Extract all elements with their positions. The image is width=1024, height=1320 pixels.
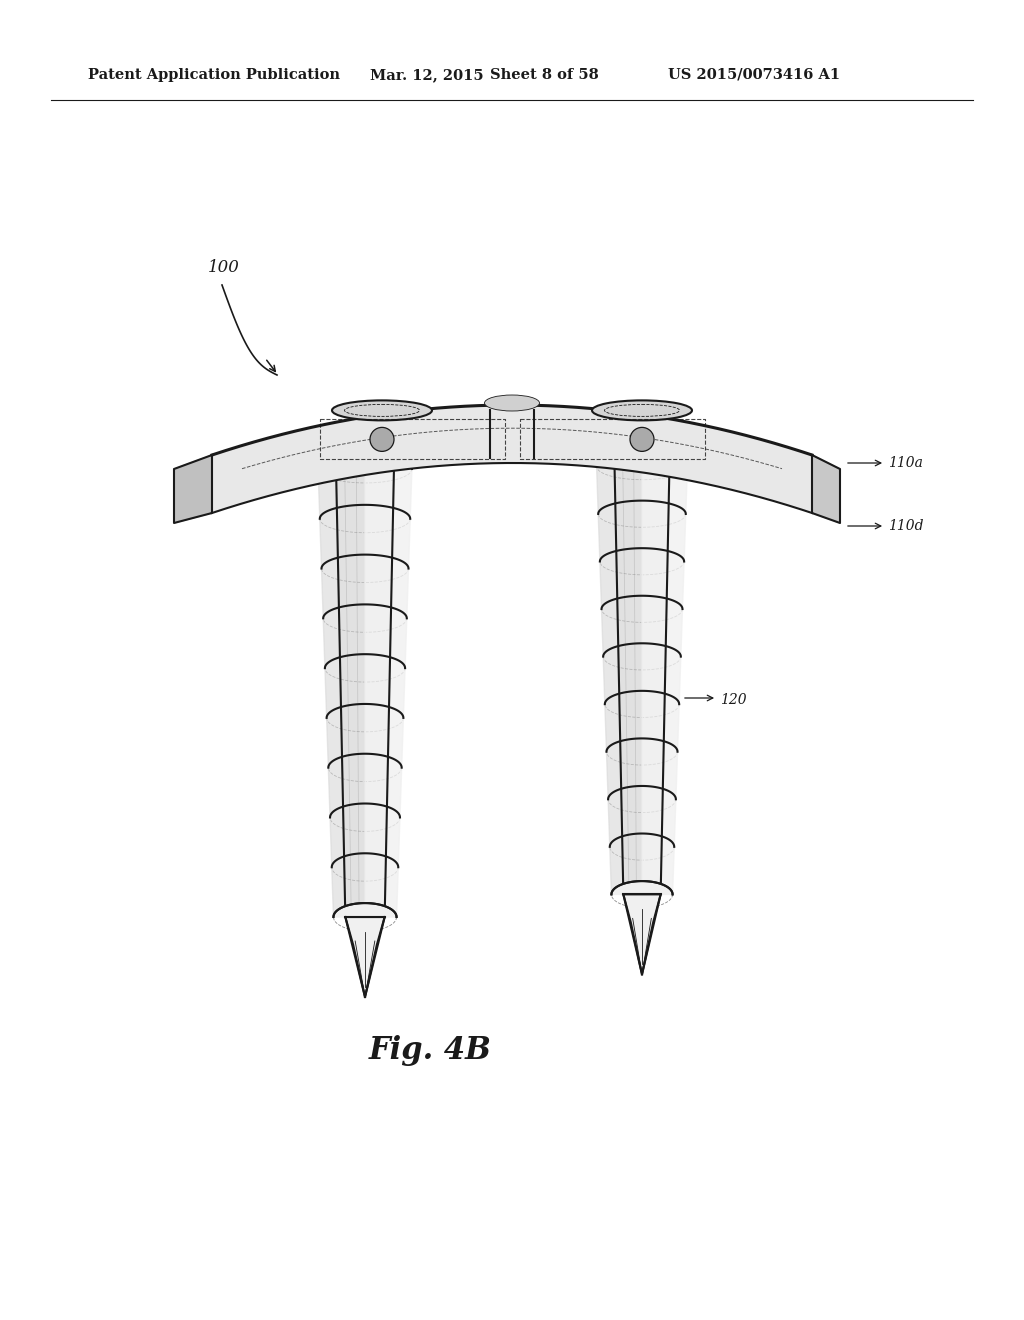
Polygon shape	[642, 595, 682, 656]
Polygon shape	[330, 804, 365, 867]
Polygon shape	[603, 643, 642, 704]
Text: 120: 120	[720, 693, 746, 708]
Polygon shape	[334, 903, 396, 917]
Polygon shape	[642, 548, 684, 609]
Text: Patent Application Publication: Patent Application Publication	[88, 69, 340, 82]
Text: Mar. 12, 2015: Mar. 12, 2015	[370, 69, 483, 82]
Polygon shape	[365, 455, 412, 519]
Polygon shape	[642, 453, 687, 513]
Polygon shape	[365, 655, 406, 718]
Ellipse shape	[332, 400, 432, 420]
Polygon shape	[642, 833, 674, 895]
Polygon shape	[642, 643, 681, 704]
Polygon shape	[597, 453, 642, 513]
Polygon shape	[624, 895, 660, 974]
Text: 110d: 110d	[888, 519, 924, 533]
Polygon shape	[611, 880, 673, 895]
Polygon shape	[322, 554, 365, 618]
Polygon shape	[812, 455, 840, 523]
Polygon shape	[324, 605, 365, 668]
Ellipse shape	[592, 400, 692, 420]
Text: 110a: 110a	[888, 455, 923, 470]
Polygon shape	[642, 500, 686, 561]
Circle shape	[630, 428, 654, 451]
Polygon shape	[318, 455, 365, 519]
Polygon shape	[365, 853, 398, 917]
Polygon shape	[600, 548, 642, 609]
Text: US 2015/0073416 A1: US 2015/0073416 A1	[668, 69, 840, 82]
Polygon shape	[365, 554, 409, 618]
Text: Sheet 8 of 58: Sheet 8 of 58	[490, 69, 599, 82]
Polygon shape	[365, 804, 400, 867]
Polygon shape	[609, 833, 642, 895]
Polygon shape	[365, 605, 407, 668]
Text: 100: 100	[208, 260, 240, 276]
Polygon shape	[329, 754, 365, 817]
Polygon shape	[174, 455, 212, 523]
Polygon shape	[614, 465, 670, 895]
Polygon shape	[601, 595, 642, 656]
Polygon shape	[598, 500, 642, 561]
Text: Fig. 4B: Fig. 4B	[369, 1035, 492, 1065]
Polygon shape	[365, 704, 403, 768]
Polygon shape	[345, 917, 385, 997]
Polygon shape	[365, 754, 401, 817]
Polygon shape	[332, 853, 365, 917]
Polygon shape	[608, 785, 642, 847]
Polygon shape	[212, 405, 812, 513]
Polygon shape	[606, 738, 642, 800]
Polygon shape	[327, 704, 365, 768]
Ellipse shape	[484, 395, 540, 411]
Polygon shape	[642, 690, 679, 751]
Polygon shape	[642, 738, 678, 800]
Polygon shape	[365, 504, 411, 569]
Polygon shape	[605, 690, 642, 751]
Polygon shape	[319, 504, 365, 569]
Polygon shape	[642, 785, 676, 847]
Polygon shape	[336, 467, 394, 917]
Circle shape	[370, 428, 394, 451]
Polygon shape	[325, 655, 365, 718]
